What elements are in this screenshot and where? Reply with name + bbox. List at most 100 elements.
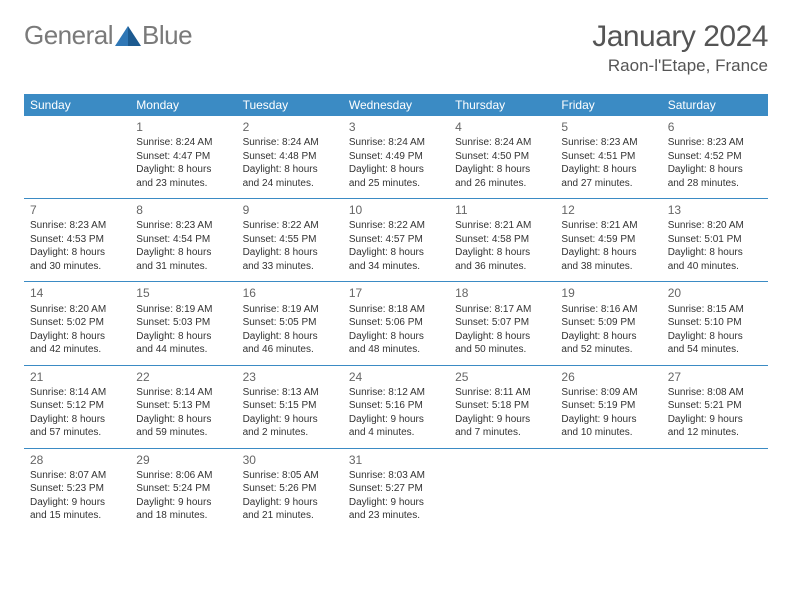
daylight-line: and 23 minutes. [349, 509, 443, 523]
sunrise-line: Sunrise: 8:24 AM [455, 136, 549, 150]
sunrise-line: Sunrise: 8:13 AM [243, 386, 337, 400]
sunset-line: Sunset: 5:13 PM [136, 399, 230, 413]
daylight-line: Daylight: 8 hours [668, 246, 762, 260]
day-number: 6 [668, 119, 762, 135]
day-number: 7 [30, 202, 124, 218]
sunrise-line: Sunrise: 8:16 AM [561, 303, 655, 317]
day-cell [555, 448, 661, 531]
day-cell: 17Sunrise: 8:18 AMSunset: 5:06 PMDayligh… [343, 282, 449, 365]
daylight-line: Daylight: 8 hours [668, 330, 762, 344]
day-number: 14 [30, 285, 124, 301]
daylight-line: and 21 minutes. [243, 509, 337, 523]
daylight-line: Daylight: 8 hours [455, 246, 549, 260]
daylight-line: and 24 minutes. [243, 177, 337, 191]
day-number: 11 [455, 202, 549, 218]
daylight-line: and 57 minutes. [30, 426, 124, 440]
day-cell: 7Sunrise: 8:23 AMSunset: 4:53 PMDaylight… [24, 199, 130, 282]
daylight-line: and 7 minutes. [455, 426, 549, 440]
daylight-line: Daylight: 8 hours [455, 163, 549, 177]
daylight-line: and 54 minutes. [668, 343, 762, 357]
day-cell: 9Sunrise: 8:22 AMSunset: 4:55 PMDaylight… [237, 199, 343, 282]
day-number: 17 [349, 285, 443, 301]
sunset-line: Sunset: 5:24 PM [136, 482, 230, 496]
day-header: Thursday [449, 94, 555, 116]
day-header: Wednesday [343, 94, 449, 116]
sunrise-line: Sunrise: 8:24 AM [243, 136, 337, 150]
day-cell: 21Sunrise: 8:14 AMSunset: 5:12 PMDayligh… [24, 365, 130, 448]
logo-triangle-icon [115, 26, 141, 46]
sunset-line: Sunset: 4:53 PM [30, 233, 124, 247]
day-cell: 3Sunrise: 8:24 AMSunset: 4:49 PMDaylight… [343, 116, 449, 199]
logo: General Blue [24, 20, 192, 51]
sunset-line: Sunset: 5:18 PM [455, 399, 549, 413]
day-number: 20 [668, 285, 762, 301]
sunrise-line: Sunrise: 8:21 AM [455, 219, 549, 233]
day-cell [24, 116, 130, 199]
sunrise-line: Sunrise: 8:05 AM [243, 469, 337, 483]
daylight-line: and 44 minutes. [136, 343, 230, 357]
daylight-line: and 59 minutes. [136, 426, 230, 440]
day-cell: 5Sunrise: 8:23 AMSunset: 4:51 PMDaylight… [555, 116, 661, 199]
daylight-line: and 30 minutes. [30, 260, 124, 274]
sunset-line: Sunset: 5:10 PM [668, 316, 762, 330]
sunrise-line: Sunrise: 8:22 AM [349, 219, 443, 233]
sunset-line: Sunset: 4:58 PM [455, 233, 549, 247]
day-header: Friday [555, 94, 661, 116]
daylight-line: and 52 minutes. [561, 343, 655, 357]
daylight-line: Daylight: 8 hours [561, 163, 655, 177]
sunrise-line: Sunrise: 8:19 AM [136, 303, 230, 317]
day-cell: 1Sunrise: 8:24 AMSunset: 4:47 PMDaylight… [130, 116, 236, 199]
sunset-line: Sunset: 4:49 PM [349, 150, 443, 164]
day-cell: 26Sunrise: 8:09 AMSunset: 5:19 PMDayligh… [555, 365, 661, 448]
daylight-line: and 31 minutes. [136, 260, 230, 274]
daylight-line: Daylight: 9 hours [349, 496, 443, 510]
day-number: 21 [30, 369, 124, 385]
sunset-line: Sunset: 4:59 PM [561, 233, 655, 247]
sunset-line: Sunset: 4:54 PM [136, 233, 230, 247]
sunset-line: Sunset: 5:01 PM [668, 233, 762, 247]
daylight-line: and 40 minutes. [668, 260, 762, 274]
daylight-line: Daylight: 8 hours [243, 163, 337, 177]
daylight-line: Daylight: 9 hours [136, 496, 230, 510]
location: Raon-l'Etape, France [592, 56, 768, 76]
day-cell: 10Sunrise: 8:22 AMSunset: 4:57 PMDayligh… [343, 199, 449, 282]
day-cell: 24Sunrise: 8:12 AMSunset: 5:16 PMDayligh… [343, 365, 449, 448]
day-cell: 18Sunrise: 8:17 AMSunset: 5:07 PMDayligh… [449, 282, 555, 365]
sunrise-line: Sunrise: 8:18 AM [349, 303, 443, 317]
daylight-line: Daylight: 9 hours [455, 413, 549, 427]
sunset-line: Sunset: 5:27 PM [349, 482, 443, 496]
daylight-line: Daylight: 8 hours [136, 246, 230, 260]
sunrise-line: Sunrise: 8:20 AM [30, 303, 124, 317]
daylight-line: and 46 minutes. [243, 343, 337, 357]
sunrise-line: Sunrise: 8:12 AM [349, 386, 443, 400]
day-cell: 25Sunrise: 8:11 AMSunset: 5:18 PMDayligh… [449, 365, 555, 448]
day-cell: 14Sunrise: 8:20 AMSunset: 5:02 PMDayligh… [24, 282, 130, 365]
day-number: 28 [30, 452, 124, 468]
daylight-line: Daylight: 9 hours [243, 496, 337, 510]
sunrise-line: Sunrise: 8:19 AM [243, 303, 337, 317]
sunset-line: Sunset: 5:02 PM [30, 316, 124, 330]
day-number: 9 [243, 202, 337, 218]
sunrise-line: Sunrise: 8:08 AM [668, 386, 762, 400]
logo-text-1: General [24, 20, 113, 51]
calendar-table: Sunday Monday Tuesday Wednesday Thursday… [24, 94, 768, 531]
day-number: 30 [243, 452, 337, 468]
sunset-line: Sunset: 4:51 PM [561, 150, 655, 164]
day-number: 4 [455, 119, 549, 135]
sunset-line: Sunset: 5:06 PM [349, 316, 443, 330]
day-number: 16 [243, 285, 337, 301]
daylight-line: Daylight: 8 hours [30, 413, 124, 427]
sunset-line: Sunset: 4:57 PM [349, 233, 443, 247]
day-cell: 19Sunrise: 8:16 AMSunset: 5:09 PMDayligh… [555, 282, 661, 365]
daylight-line: and 4 minutes. [349, 426, 443, 440]
sunset-line: Sunset: 5:07 PM [455, 316, 549, 330]
daylight-line: Daylight: 8 hours [668, 163, 762, 177]
day-cell: 31Sunrise: 8:03 AMSunset: 5:27 PMDayligh… [343, 448, 449, 531]
day-header-row: Sunday Monday Tuesday Wednesday Thursday… [24, 94, 768, 116]
sunrise-line: Sunrise: 8:24 AM [136, 136, 230, 150]
daylight-line: Daylight: 8 hours [243, 246, 337, 260]
sunrise-line: Sunrise: 8:22 AM [243, 219, 337, 233]
day-number: 3 [349, 119, 443, 135]
title-block: January 2024 Raon-l'Etape, France [592, 20, 768, 76]
sunset-line: Sunset: 4:55 PM [243, 233, 337, 247]
